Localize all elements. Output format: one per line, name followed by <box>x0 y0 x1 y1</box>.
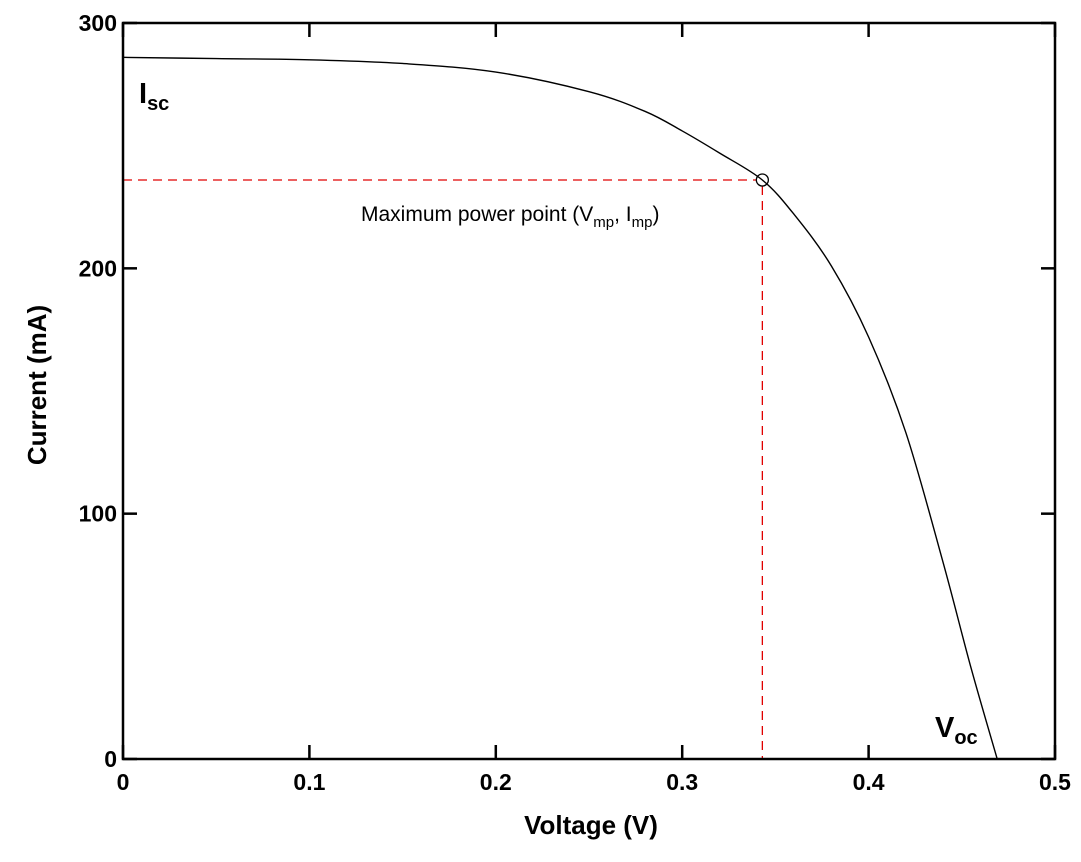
mpp-sub-v: mp <box>593 214 614 231</box>
voc-label: Voc <box>935 712 978 749</box>
mpp-annotation: Maximum power point (Vmp, Imp) <box>361 203 659 231</box>
y-tick-label: 100 <box>79 501 117 527</box>
mpp-sep: , I <box>614 203 632 226</box>
tick-marks <box>121 21 1057 761</box>
y-tick-labels: 0 100 200 300 <box>79 10 117 772</box>
mpp-close: ) <box>652 203 659 226</box>
x-tick-label: 0 <box>117 769 130 795</box>
voc-sub: oc <box>954 727 977 749</box>
plot-frame <box>121 21 1057 761</box>
y-tick-label: 200 <box>79 255 117 281</box>
x-tick-label: 0.1 <box>293 769 325 795</box>
x-tick-label: 0.4 <box>853 769 885 795</box>
iv-curve-line <box>122 56 998 760</box>
x-tick-label: 0.3 <box>666 769 698 795</box>
mpp-sub-i: mp <box>632 214 653 231</box>
isc-label: Isc <box>139 78 169 115</box>
mpp-guide-lines <box>123 179 764 759</box>
mpp-marker <box>755 173 770 187</box>
voc-main: V <box>935 712 955 744</box>
x-axis-title: Voltage (V) <box>524 810 658 840</box>
isc-main: I <box>139 78 147 110</box>
mpp-text: Maximum power point (V <box>361 203 593 226</box>
y-axis-title: Current (mA) <box>22 305 52 465</box>
y-tick-label: 300 <box>79 10 117 36</box>
x-tick-label: 0.5 <box>1039 769 1071 795</box>
y-tick-label: 0 <box>104 746 117 772</box>
x-tick-label: 0.2 <box>480 769 512 795</box>
isc-sub: sc <box>147 93 169 115</box>
x-tick-labels: 0 0.1 0.2 0.3 0.4 0.5 <box>117 769 1072 795</box>
